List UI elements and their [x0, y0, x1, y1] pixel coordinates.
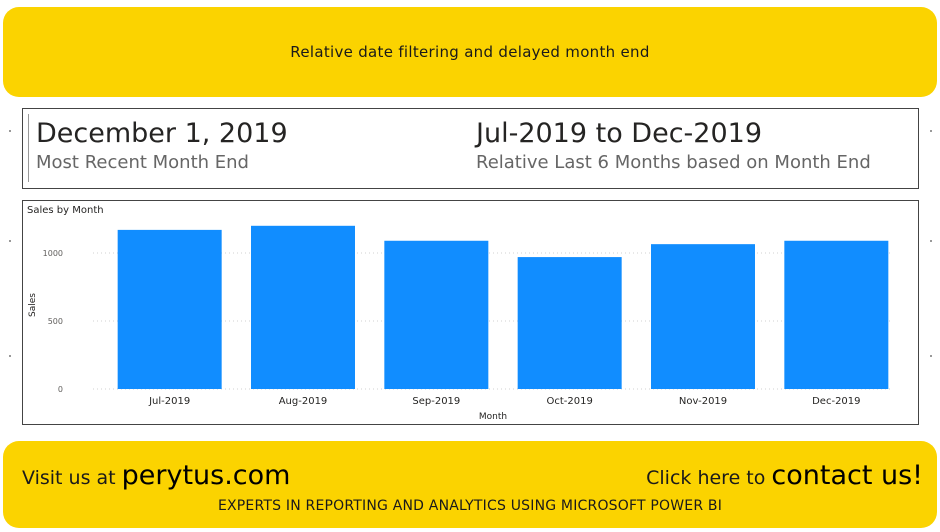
y-tick-label: 1000	[43, 249, 63, 258]
bar-jul-2019[interactable]	[117, 229, 222, 389]
edge-marker	[9, 130, 11, 132]
x-tick-label: Dec-2019	[812, 396, 860, 407]
card-divider	[28, 114, 29, 182]
x-tick-label: Nov-2019	[679, 396, 727, 407]
month-end-value: December 1, 2019	[36, 118, 288, 149]
contact-us-link[interactable]: contact us!	[771, 460, 923, 491]
visit-us-text: Visit us at perytus.com	[22, 460, 290, 491]
tagline: EXPERTS IN REPORTING AND ANALYTICS USING…	[217, 498, 723, 514]
bar-nov-2019[interactable]	[651, 244, 755, 389]
edge-marker	[930, 240, 932, 242]
x-tick-label: Jul-2019	[148, 396, 190, 407]
bar-dec-2019[interactable]	[784, 240, 889, 389]
report-title: Relative date filtering and delayed mont…	[290, 43, 650, 61]
sales-chart: Sales by Month 0 500 1000 Jul-2019 Aug-2019 S…	[27, 205, 893, 422]
edge-marker	[9, 355, 11, 357]
x-tick-label: Sep-2019	[412, 396, 460, 407]
month-end-label: Most Recent Month End	[36, 152, 249, 173]
y-tick-label: 500	[48, 317, 63, 326]
edge-marker	[930, 130, 932, 132]
contact-us-text: Click here to contact us!	[646, 460, 923, 491]
y-axis-title: Sales	[28, 293, 38, 317]
footer-banner: Visit us at perytus.com Click here to co…	[3, 441, 937, 528]
sales-chart-visual[interactable]: Sales by Month 0 500 1000 Jul-2019 Aug-2019 S…	[22, 200, 919, 425]
date-range-value: Jul-2019 to Dec-2019	[476, 118, 763, 149]
x-tick-label: Oct-2019	[546, 396, 592, 407]
kpi-card-panel: December 1, 2019 Most Recent Month End J…	[22, 108, 919, 189]
x-tick-label: Aug-2019	[279, 396, 328, 407]
bar-oct-2019[interactable]	[517, 257, 622, 389]
date-range-label: Relative Last 6 Months based on Month En…	[476, 152, 871, 173]
bar-sep-2019[interactable]	[384, 240, 489, 389]
header-banner: Relative date filtering and delayed mont…	[3, 7, 937, 97]
perytus-website-link[interactable]: perytus.com	[121, 460, 291, 491]
y-tick-label: 0	[58, 385, 63, 394]
month-end-card[interactable]: December 1, 2019 Most Recent Month End	[36, 117, 288, 175]
edge-marker	[9, 240, 11, 242]
visit-prefix: Visit us at	[22, 467, 116, 489]
chart-title: Sales by Month	[27, 205, 104, 216]
edge-marker	[930, 355, 932, 357]
date-range-card[interactable]: Jul-2019 to Dec-2019 Relative Last 6 Mon…	[476, 117, 871, 175]
x-axis-title: Month	[479, 412, 507, 422]
bar-aug-2019[interactable]	[251, 225, 355, 389]
contact-prefix: Click here to	[646, 467, 766, 489]
